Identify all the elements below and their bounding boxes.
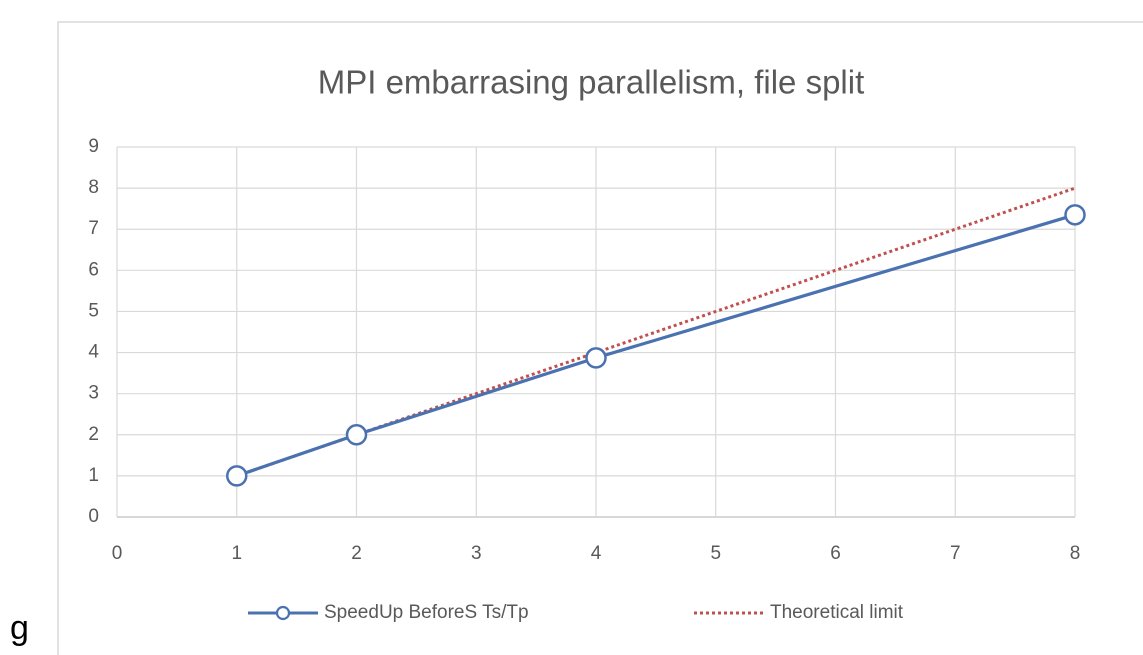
x-tick-label: 6 (830, 543, 841, 564)
chart-frame (57, 21, 1143, 655)
chart-title: MPI embarrasing parallelism, file split (318, 64, 865, 101)
x-tick-label: 0 (112, 543, 123, 564)
point (226, 465, 248, 487)
y-tick-label: 1 (88, 465, 99, 486)
point (585, 347, 607, 369)
x-tick-label: 3 (471, 543, 482, 564)
y-tick-label: 0 (88, 506, 99, 527)
x-tick-label: 4 (591, 543, 602, 564)
y-tick-label: 2 (88, 424, 99, 445)
y-tick-label: 4 (88, 342, 99, 363)
y-tick-label: 3 (88, 383, 99, 404)
x-tick-label: 5 (710, 543, 721, 564)
series-line (236, 213, 1076, 478)
point (345, 424, 368, 446)
y-tick-label: 5 (88, 300, 99, 321)
x-tick-label: 1 (231, 543, 242, 564)
x-tick-label: 8 (1070, 543, 1081, 564)
y-tick-label: 9 (88, 136, 99, 157)
x-tick-label: 7 (950, 543, 961, 564)
legend-label: SpeedUp BeforeS Ts/Tp (324, 602, 529, 623)
point (1064, 204, 1086, 226)
y-tick-label: 6 (88, 259, 99, 280)
y-tick-label: 7 (88, 218, 99, 239)
legend-label: Theoretical limit (770, 602, 904, 623)
series-line (236, 186, 1076, 478)
legend-marker (275, 605, 291, 621)
stray-text: g (10, 609, 29, 647)
x-tick-label: 2 (351, 543, 362, 564)
y-tick-label: 8 (88, 177, 99, 198)
